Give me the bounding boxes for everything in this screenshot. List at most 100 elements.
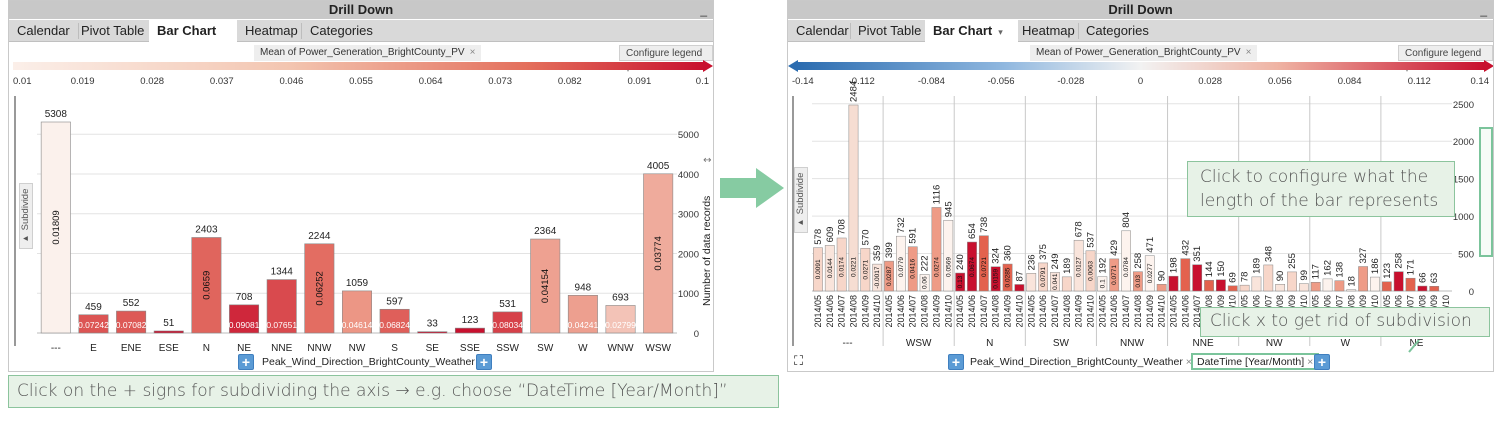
bar[interactable] (1085, 250, 1096, 292)
bar[interactable] (492, 311, 523, 334)
gradient-end-arrow-icon[interactable] (703, 60, 713, 72)
configure-legend-button[interactable]: Configure legend ▾ (619, 45, 713, 74)
bar[interactable] (943, 219, 954, 292)
bar[interactable] (1204, 279, 1214, 292)
bar[interactable] (1275, 284, 1286, 292)
legend-remove-icon[interactable]: × (1245, 47, 1252, 58)
x-group-label[interactable]: --- (843, 338, 853, 349)
bar[interactable] (1429, 286, 1440, 292)
bar[interactable] (955, 272, 966, 292)
bar[interactable] (1358, 266, 1368, 292)
bar[interactable] (1168, 275, 1179, 292)
bar[interactable] (116, 310, 147, 334)
x-group-label[interactable]: NNE (1193, 338, 1214, 349)
x-axis-field[interactable]: Peak_Wind_Direction_BrightCounty_Weather… (970, 354, 1198, 370)
bar[interactable] (417, 331, 448, 334)
bar[interactable] (1121, 230, 1131, 292)
bar[interactable] (1180, 258, 1191, 292)
bar[interactable] (1346, 289, 1357, 292)
bar[interactable] (643, 173, 674, 334)
bar[interactable] (1287, 271, 1297, 292)
bar[interactable] (1298, 283, 1309, 292)
bar[interactable] (1263, 264, 1274, 292)
bar[interactable] (978, 235, 989, 292)
legend-field-tag[interactable]: Mean of Power_Generation_BrightCounty_PV… (1030, 45, 1258, 61)
x-category-label[interactable]: S (391, 343, 398, 354)
legend-field-tag[interactable]: Mean of Power_Generation_BrightCounty_PV… (254, 45, 482, 61)
axis-sort-icon[interactable]: ↕ (703, 156, 714, 164)
bar[interactable] (1216, 279, 1226, 292)
bar[interactable] (454, 327, 485, 334)
x-group-label[interactable]: SW (1053, 338, 1070, 349)
bar[interactable] (1417, 285, 1428, 292)
x-category-label[interactable]: NW (349, 343, 366, 354)
bar[interactable] (1026, 273, 1037, 292)
gradient-end-arrow-icon[interactable] (1484, 60, 1494, 72)
bar[interactable] (191, 237, 222, 334)
add-subdivision-left-button[interactable]: + (238, 354, 254, 370)
tab-pivot-table[interactable]: Pivot Table (858, 23, 922, 38)
tab-pivot-table[interactable]: Pivot Table (81, 23, 145, 38)
tab-categories[interactable]: Categories (310, 23, 373, 38)
bar[interactable] (1097, 276, 1108, 292)
bar[interactable] (605, 305, 636, 334)
bar[interactable] (1144, 255, 1155, 292)
bar[interactable] (967, 241, 977, 292)
x-category-label[interactable]: ENE (121, 343, 142, 354)
x-axis-field[interactable]: Peak_Wind_Direction_BrightCounty_Weather… (262, 354, 482, 370)
bar[interactable] (266, 279, 297, 334)
x-category-label[interactable]: WSW (645, 343, 671, 354)
bar[interactable] (567, 295, 598, 334)
bar[interactable] (379, 308, 410, 334)
bar[interactable] (304, 243, 335, 334)
add-subdivision-end-button[interactable]: + (1314, 354, 1330, 370)
bar[interactable] (1310, 281, 1321, 292)
tab-calendar[interactable]: Calendar (796, 23, 849, 38)
x-category-label[interactable]: NNE (271, 343, 292, 354)
x-category-label[interactable]: SW (537, 343, 554, 354)
bar[interactable] (872, 263, 883, 292)
gradient-start-arrow-icon[interactable] (788, 60, 798, 72)
legend-remove-icon[interactable]: × (469, 47, 476, 58)
bar[interactable] (1109, 258, 1120, 292)
x-category-label[interactable]: E (90, 343, 97, 354)
x-category-label[interactable]: N (203, 343, 210, 354)
bar[interactable] (848, 104, 859, 292)
axis-remove-icon[interactable]: × (1185, 356, 1192, 368)
add-subdivision-right-button[interactable]: + (476, 354, 492, 370)
x-group-label[interactable]: W (1341, 338, 1351, 349)
bar[interactable] (1073, 239, 1084, 292)
bar[interactable] (824, 245, 835, 292)
bar[interactable] (1370, 276, 1380, 292)
x-category-label[interactable]: WNW (607, 343, 634, 354)
minimize-button[interactable]: _ (1480, 3, 1487, 17)
bar[interactable] (1227, 285, 1238, 292)
bar[interactable] (896, 235, 906, 292)
fit-to-screen-icon[interactable]: ⛶ (794, 353, 804, 368)
x-category-label[interactable]: SSE (460, 343, 480, 354)
bar[interactable] (919, 274, 930, 292)
bar[interactable] (931, 207, 942, 292)
bar[interactable] (1038, 262, 1048, 292)
bar[interactable] (1050, 272, 1060, 292)
x-category-label[interactable]: ESE (159, 343, 179, 354)
x-group-label[interactable]: N (986, 338, 993, 349)
bar[interactable] (1002, 263, 1013, 292)
bar[interactable] (342, 290, 372, 334)
bar[interactable] (1192, 264, 1203, 292)
x-group-label[interactable]: NW (1266, 338, 1283, 349)
bar[interactable] (1334, 280, 1345, 292)
bar[interactable] (1322, 278, 1333, 292)
bar[interactable] (813, 247, 823, 292)
bar[interactable] (990, 266, 1001, 292)
bar[interactable] (1405, 277, 1416, 292)
x-category-label[interactable]: SE (426, 343, 440, 354)
x-group-label[interactable]: WSW (906, 338, 932, 349)
x-category-label[interactable]: W (578, 343, 588, 354)
x-category-label[interactable]: SSW (496, 343, 519, 354)
bar[interactable] (907, 246, 918, 292)
bar[interactable] (1156, 284, 1167, 292)
bar[interactable] (1251, 276, 1262, 292)
minimize-button[interactable]: _ (700, 3, 707, 17)
datetime-subdivision-field[interactable]: DateTime [Year/Month] × (1191, 353, 1320, 370)
